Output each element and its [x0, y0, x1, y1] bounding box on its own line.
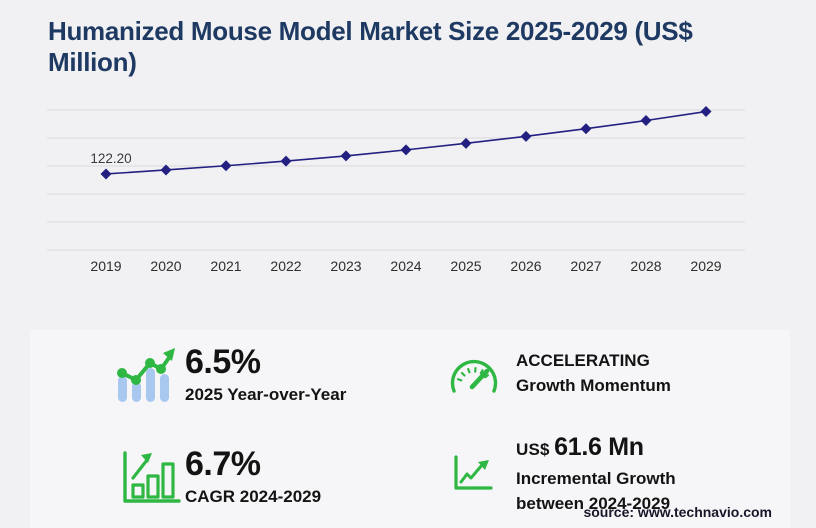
svg-text:2019: 2019 — [90, 258, 121, 274]
svg-text:2022: 2022 — [270, 258, 301, 274]
stat-yoy-value: 6.5% — [185, 343, 261, 381]
svg-text:2028: 2028 — [630, 258, 661, 274]
svg-text:2029: 2029 — [690, 258, 721, 274]
page-title-line2: Million) — [48, 47, 137, 77]
stat-incremental-value-line: US$ 61.6 Mn — [516, 432, 676, 466]
stat-momentum-line1: ACCELERATING — [516, 351, 650, 370]
stat-cagr: 6.7% CAGR 2024-2029 — [185, 444, 321, 509]
svg-text:122.20: 122.20 — [90, 151, 131, 166]
bar-chart-trend-icon — [117, 348, 175, 402]
svg-text:2021: 2021 — [210, 258, 241, 274]
market-line-chart: 2019 2020 2021 2022 2023 2024 2025 2026 2027 2028… — [47, 106, 745, 274]
svg-text:2023: 2023 — [330, 258, 361, 274]
stat-momentum-line2: Growth Momentum — [516, 376, 671, 395]
svg-text:2024: 2024 — [390, 258, 421, 274]
svg-text:2026: 2026 — [510, 258, 541, 274]
svg-text:2027: 2027 — [570, 258, 601, 274]
page-title: Humanized Mouse Model Market Size 2025-2… — [48, 16, 768, 78]
stat-cagr-label: CAGR 2024-2029 — [185, 487, 322, 506]
line-chart-growth-icon — [454, 455, 493, 490]
stat-momentum: ACCELERATING Growth Momentum — [516, 348, 671, 398]
stat-incremental-value: 61.6 Mn — [554, 433, 644, 461]
stat-incremental-label2: between 2024-2029 — [516, 494, 671, 513]
page-title-line1: Humanized Mouse Model Market Size 2025-2… — [48, 16, 693, 46]
stat-cagr-value: 6.7% — [185, 445, 261, 483]
bar-chart-growth-icon — [123, 451, 181, 503]
svg-text:2020: 2020 — [150, 258, 181, 274]
svg-text:2025: 2025 — [450, 258, 481, 274]
stats-panel: 6.5% 2025 Year-over-Year ACCELERATING Gr… — [30, 330, 790, 528]
speedometer-icon — [450, 359, 498, 393]
source-attribution: source: www.technavio.com — [583, 504, 772, 520]
stat-incremental: US$ 61.6 Mn Incremental Growth between 2… — [516, 432, 676, 516]
stat-yoy: 6.5% 2025 Year-over-Year — [185, 342, 346, 407]
stat-yoy-label: 2025 Year-over-Year — [185, 385, 347, 404]
stat-incremental-label1: Incremental Growth — [516, 469, 676, 488]
chart-area: 2019 2020 2021 2022 2023 2024 2025 2026 2027 2028… — [0, 95, 816, 285]
stat-incremental-currency: US$ — [516, 440, 550, 459]
